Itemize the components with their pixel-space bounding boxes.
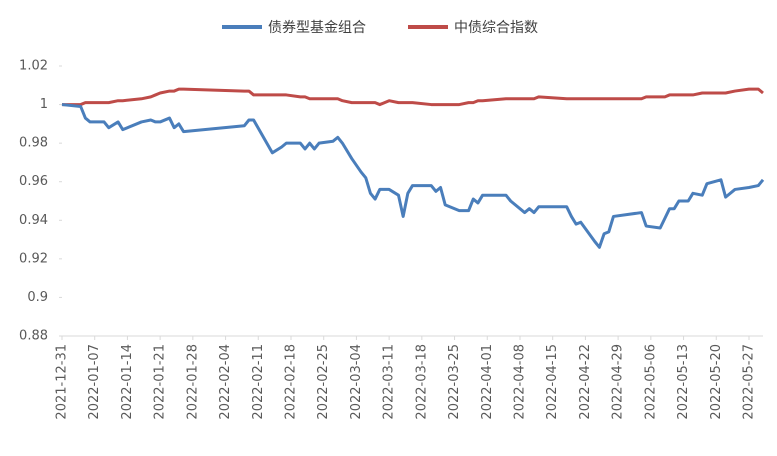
- x-tick-label: 2022-04-01: [480, 344, 495, 420]
- x-tick-label: 2022-01-14: [120, 344, 135, 420]
- y-tick-label: 1.02: [19, 59, 48, 74]
- y-tick-label: 0.94: [19, 213, 48, 228]
- x-tick-label: 2022-03-25: [447, 344, 462, 420]
- legend-label: 债券型基金组合: [268, 19, 366, 36]
- x-tick-label: 2022-05-06: [643, 344, 658, 420]
- x-tick-label: 2022-02-18: [283, 344, 298, 420]
- x-tick-label: 2022-03-11: [382, 344, 397, 420]
- x-tick-label: 2022-01-28: [185, 344, 200, 420]
- x-tick-label: 2022-05-27: [741, 344, 756, 420]
- x-tick-label: 2022-04-22: [578, 344, 593, 420]
- y-tick-label: 1: [40, 97, 48, 112]
- x-tick-label: 2021-12-31: [55, 344, 70, 420]
- series-line: [61, 103, 765, 249]
- x-tick-label: 2022-04-08: [512, 344, 527, 420]
- x-tick-label: 2022-03-04: [349, 344, 364, 420]
- x-tick-label: 2022-02-25: [316, 344, 331, 420]
- legend-label: 中债综合指数: [454, 20, 538, 36]
- x-tick-label: 2022-03-18: [414, 344, 429, 420]
- y-tick-label: 0.88: [19, 329, 48, 344]
- x-tick-label: 2022-02-11: [251, 344, 266, 420]
- y-tick-label: 0.96: [19, 174, 48, 189]
- series-line: [62, 87, 764, 107]
- y-tick-label: 0.98: [19, 136, 48, 151]
- x-tick-label: 2022-01-07: [87, 344, 102, 420]
- x-tick-label: 2022-04-29: [611, 344, 626, 420]
- y-tick-label: 0.9: [27, 290, 48, 305]
- x-tick-label: 2022-01-21: [153, 344, 168, 420]
- y-tick-label: 0.92: [19, 251, 48, 266]
- x-tick-label: 2022-04-15: [545, 344, 560, 420]
- x-tick-label: 2022-05-20: [709, 344, 724, 420]
- x-tick-label: 2022-02-04: [218, 344, 233, 420]
- x-tick-label: 2022-05-13: [676, 344, 691, 420]
